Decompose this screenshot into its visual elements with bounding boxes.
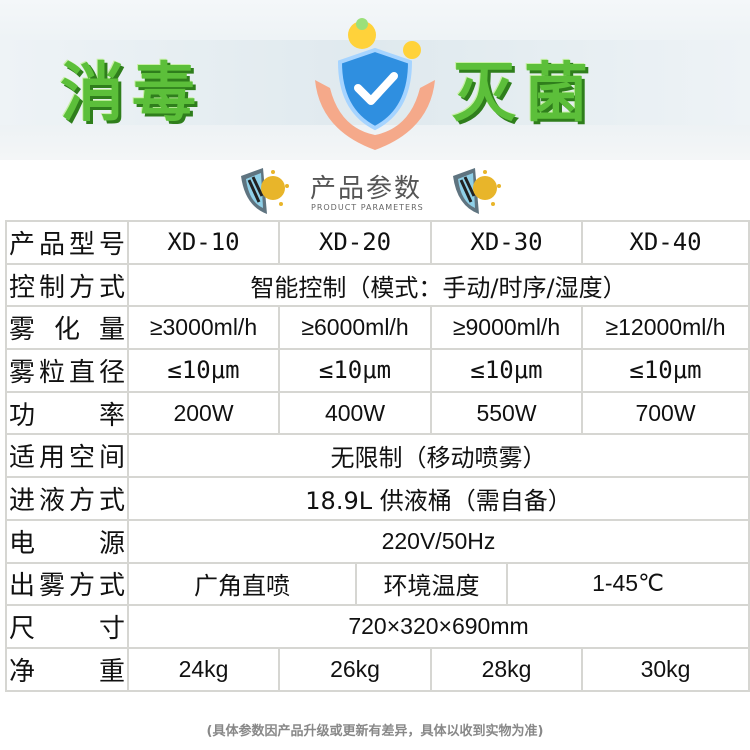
cell-value: 200W (127, 390, 280, 436)
parameter-table: 产品型号 XD-10 XD-20 XD-30 XD-40 控制方式 智能控制（模… (5, 220, 750, 692)
table-row-liquid: 进液方式 18.9L 供液桶（需自备） (5, 476, 750, 521)
cell-value: ≥3000ml/h (127, 305, 280, 351)
table-row-supply: 电源 220V/50Hz (5, 518, 750, 564)
row-label: 电源 (5, 518, 129, 564)
banner: 消毒 灭菌 (0, 0, 750, 160)
row-label: 功率 (5, 390, 129, 436)
cell-value: XD-30 (430, 220, 583, 265)
cell-value: 550W (430, 390, 583, 436)
table-row-size: 尺寸 720×320×690mm (5, 604, 750, 649)
table-row-spray: 出雾方式 广角直喷 环境温度 1-45℃ (5, 561, 750, 607)
table-row-power: 功率 200W 400W 550W 700W (5, 390, 750, 436)
cell-value: 28kg (430, 646, 583, 692)
cell-value: ≥9000ml/h (430, 305, 583, 351)
cell-value: 24kg (127, 646, 280, 692)
table-row-space: 适用空间 无限制（移动喷雾） (5, 433, 750, 479)
table-row-model: 产品型号 XD-10 XD-20 XD-30 XD-40 (5, 220, 750, 265)
row-label: 雾化量 (5, 305, 129, 351)
cell-value: 广角直喷 (127, 561, 357, 607)
row-label: 产品型号 (5, 220, 129, 265)
row-label: 净重 (5, 646, 129, 692)
table-row-control: 控制方式 智能控制（模式：手动/时序/湿度） (5, 262, 750, 308)
cell-value: 26kg (278, 646, 432, 692)
cell-value: 700W (581, 390, 750, 436)
cell-value: 1-45℃ (506, 561, 750, 607)
cell-value: XD-20 (278, 220, 432, 265)
section-title: 产品参数 (310, 174, 423, 204)
cell-value: ≥6000ml/h (278, 305, 432, 351)
table-row-atomization: 雾化量 ≥3000ml/h ≥6000ml/h ≥9000ml/h ≥12000… (5, 305, 750, 351)
cell-value: ≤10μm (127, 348, 280, 393)
cell-value: ≤10μm (430, 348, 583, 393)
cell-label: 环境温度 (355, 561, 508, 607)
shield-virus-icon (241, 168, 289, 214)
cell-value: 智能控制（模式：手动/时序/湿度） (127, 262, 750, 308)
section-subtitle: PRODUCT PARAMETERS (311, 203, 424, 212)
row-label: 出雾方式 (5, 561, 129, 607)
banner-title-left: 消毒 (60, 57, 204, 131)
table-row-weight: 净重 24kg 26kg 28kg 30kg (5, 646, 750, 692)
row-label: 雾粒直径 (5, 348, 129, 393)
shield-virus-icon (453, 168, 501, 214)
row-label: 进液方式 (5, 476, 129, 521)
row-label: 尺寸 (5, 604, 129, 649)
table-row-particle: 雾粒直径 ≤10μm ≤10μm ≤10μm ≤10μm (5, 348, 750, 393)
footnote: (具体参数因产品升级或更新有差异，具体以收到实物为准) (206, 724, 544, 739)
cell-value: 220V/50Hz (127, 518, 750, 564)
cell-value: 400W (278, 390, 432, 436)
cell-value: 720×320×690mm (127, 604, 750, 649)
cell-value: ≤10μm (581, 348, 750, 393)
cell-value: ≥12000ml/h (581, 305, 750, 351)
cell-value: XD-40 (581, 220, 750, 265)
banner-title-right: 灭菌 (452, 57, 596, 131)
row-label: 控制方式 (5, 262, 129, 308)
cell-value: 30kg (581, 646, 750, 692)
cell-value: XD-10 (127, 220, 280, 265)
row-label: 适用空间 (5, 433, 129, 479)
hand-shield-check-icon (315, 18, 435, 150)
cell-value: 18.9L 供液桶（需自备） (127, 476, 750, 521)
cell-value: 无限制（移动喷雾） (127, 433, 750, 479)
cell-value: ≤10μm (278, 348, 432, 393)
